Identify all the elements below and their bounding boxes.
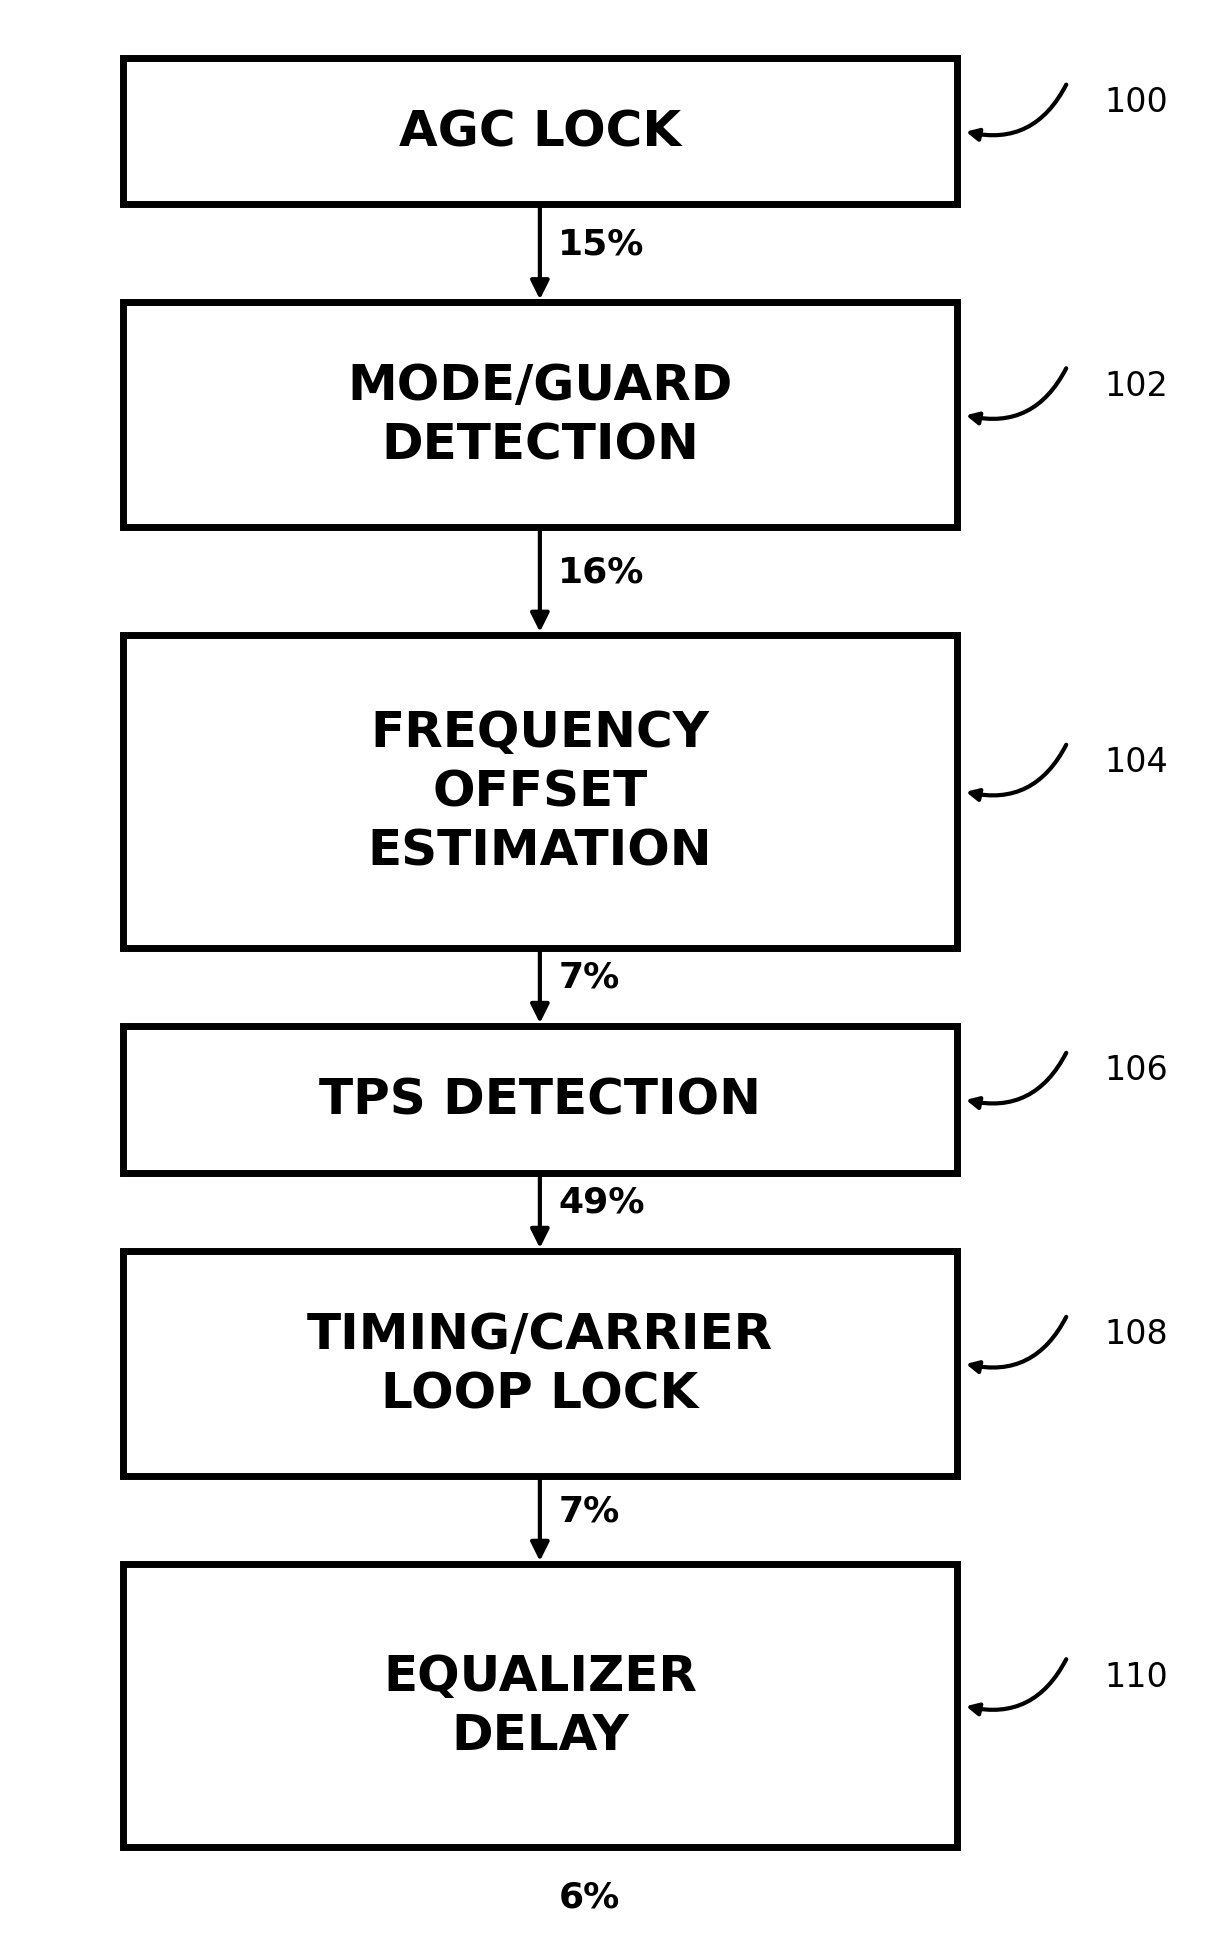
Bar [123,303,957,528]
Text: 6%: 6% [558,1879,620,1914]
Text: 100: 100 [1104,86,1168,119]
Text: 102: 102 [1104,369,1168,403]
Text: 110: 110 [1104,1660,1168,1693]
Bar [123,635,957,948]
Text: MODE/GUARD
DETECTION: MODE/GUARD DETECTION [347,362,733,469]
Text: 106: 106 [1104,1054,1168,1087]
Text: EQUALIZER
DELAY: EQUALIZER DELAY [383,1652,697,1760]
Text: 7%: 7% [558,1494,620,1527]
Text: AGC LOCK: AGC LOCK [399,108,681,156]
Text: 108: 108 [1104,1318,1168,1351]
Text: 16%: 16% [558,555,644,588]
Bar [123,1026,957,1173]
Text: TIMING/CARRIER
LOOP LOCK: TIMING/CARRIER LOOP LOCK [307,1310,773,1417]
Text: FREQUENCY
OFFSET
ESTIMATION: FREQUENCY OFFSET ESTIMATION [368,708,712,876]
Bar [123,1564,957,1847]
Text: 104: 104 [1104,747,1168,778]
Bar [123,59,957,205]
Bar [123,1251,957,1476]
Text: 15%: 15% [558,227,644,262]
Text: 7%: 7% [558,960,620,995]
Text: TPS DETECTION: TPS DETECTION [319,1075,761,1124]
Text: 49%: 49% [558,1185,644,1220]
